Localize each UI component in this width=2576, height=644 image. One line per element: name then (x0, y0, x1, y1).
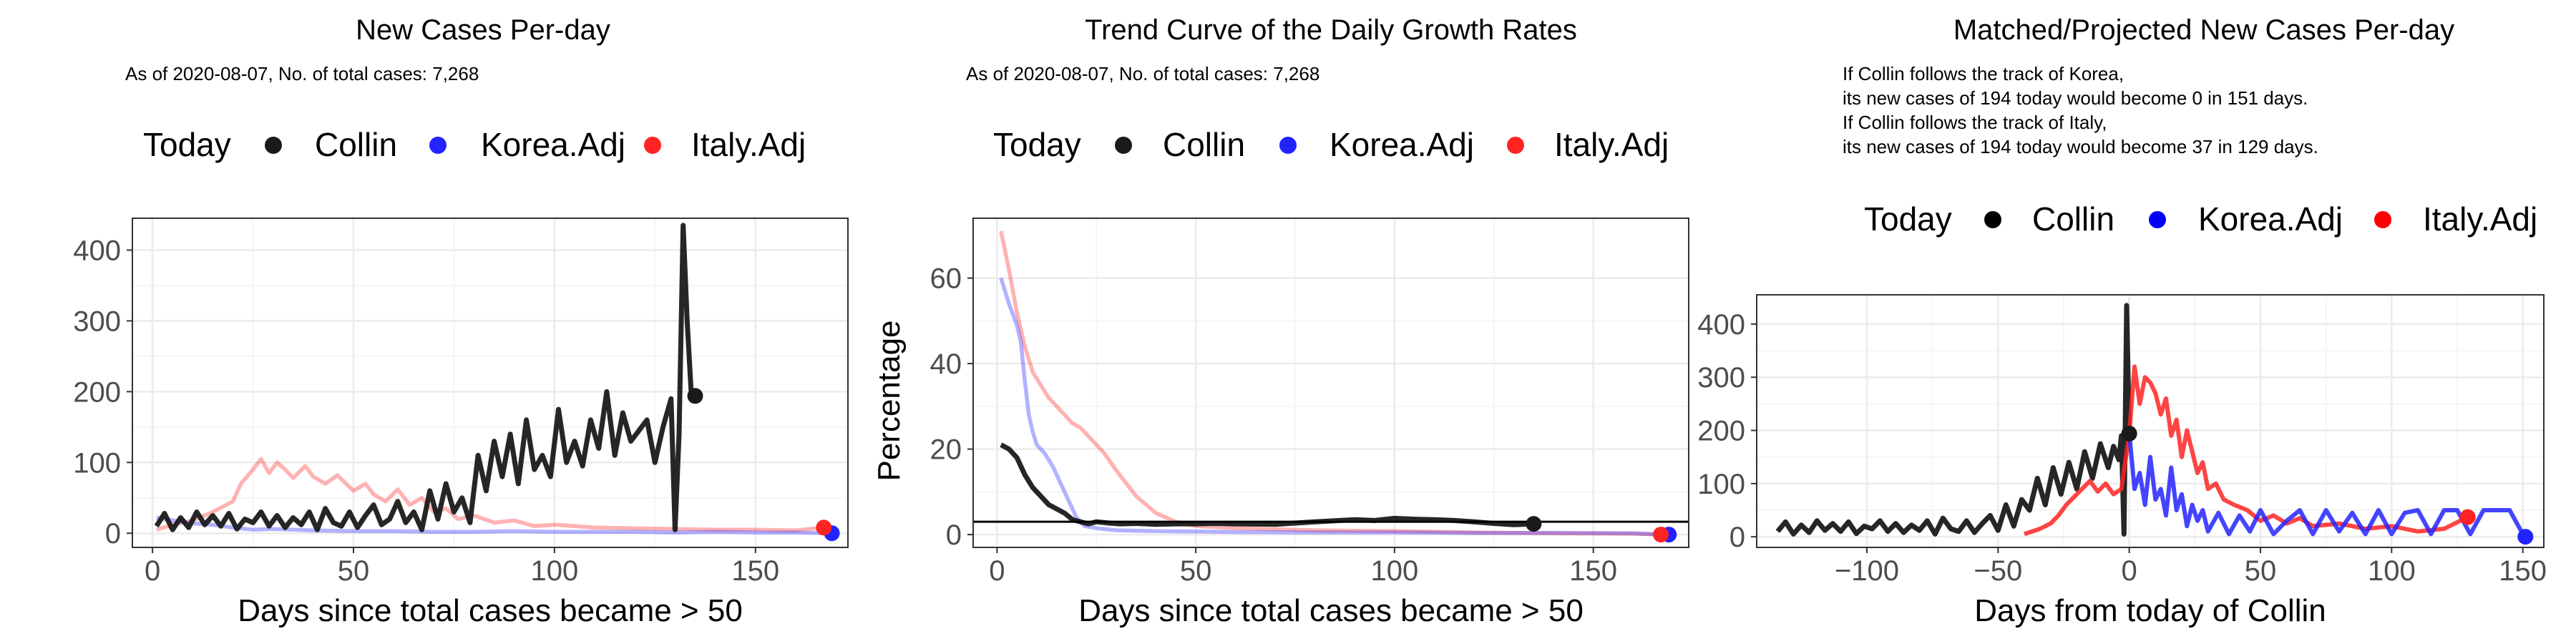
panel2-legend: Today Collin Korea.Adj Italy.Adj (993, 126, 1669, 163)
y-tick-label: 0 (1729, 522, 1745, 553)
panel2-border (972, 218, 1689, 548)
panel1-legend-key-italy (644, 137, 661, 154)
y-tick-label: 200 (1697, 416, 1745, 447)
panel1-grid (132, 218, 848, 547)
x-tick-label: 0 (145, 555, 160, 587)
panel1-series (154, 223, 840, 542)
panel2-legend-label-collin: Collin (1163, 126, 1245, 163)
series-line-collin (1000, 442, 1534, 527)
y-tick-label: 100 (73, 447, 121, 479)
panel3-legend-label-korea: Korea.Adj (2198, 200, 2343, 238)
today-point-collin (2121, 425, 2137, 441)
panel-growth-rates: Trend Curve of the Daily Growth Rates As… (872, 14, 1689, 628)
panel1-border (132, 218, 849, 548)
panel1-ticks: 0 50 100 150 0 100 200 300 400 (73, 235, 779, 587)
panel-projected-cases: Matched/Projected New Cases Per-day If C… (1697, 14, 2547, 628)
x-tick-label: 100 (531, 555, 579, 587)
y-tick-label: 400 (1697, 309, 1745, 341)
panel1-legend: Today Collin Korea.Adj Italy.Adj (143, 126, 806, 163)
y-tick-label: 100 (1697, 469, 1745, 500)
today-point-korea-adj (2517, 529, 2534, 545)
panel3-subtitle-line-4: its new cases of 194 today would become … (1843, 136, 2318, 157)
panel2-subtitle: As of 2020-08-07, No. of total cases: 7,… (966, 63, 1319, 84)
y-tick-label: 400 (73, 235, 121, 267)
panel3-legend: Today Collin Korea.Adj Italy.Adj (1864, 200, 2537, 238)
panel3-border (1756, 294, 2545, 548)
y-tick-label: 300 (1697, 362, 1745, 394)
panel2-legend-key-collin (1115, 137, 1132, 154)
panel3-ticks: −100 −50 0 50 100 150 0 100 200 300 400 (1697, 309, 2547, 587)
panel2-legend-title: Today (993, 126, 1081, 163)
x-tick-label: 0 (989, 555, 1005, 587)
today-point-italy-adj (1653, 527, 1669, 543)
panel-new-cases: New Cases Per-day As of 2020-08-07, No. … (73, 14, 849, 628)
panel3-grid (1757, 295, 2544, 547)
series-line-collin (1775, 303, 2132, 537)
series-line-korea-adj (2127, 433, 2527, 539)
x-tick-label: −100 (1835, 555, 1899, 587)
panel3-legend-title: Today (1864, 200, 1952, 238)
panel1-subtitle: As of 2020-08-07, No. of total cases: 7,… (125, 63, 479, 84)
panel2-legend-label-korea: Korea.Adj (1330, 126, 1474, 163)
panel1-legend-key-korea (429, 137, 447, 154)
series-line-collin (154, 223, 698, 532)
series-line-italy-adj (155, 457, 824, 533)
x-tick-label: 100 (2368, 555, 2416, 587)
panel2-ticks: 0 50 100 150 0 20 40 60 (930, 263, 1618, 587)
panel3-legend-label-italy: Italy.Adj (2423, 200, 2537, 238)
y-tick-label: 200 (73, 376, 121, 408)
x-tick-label: 50 (2245, 555, 2277, 587)
series-line-italy-adj (2024, 364, 2469, 537)
panel2-series (973, 230, 1689, 543)
panel3-title: Matched/Projected New Cases Per-day (1953, 14, 2454, 46)
panel3-subtitle-line-3: If Collin follows the track of Italy, (1843, 112, 2107, 133)
y-tick-label: 300 (73, 306, 121, 337)
panel2-ylabel: Percentage (872, 320, 907, 481)
y-tick-label: 0 (105, 518, 121, 550)
panel3-series (1775, 303, 2534, 545)
series-line-korea-adj (999, 277, 1669, 537)
y-tick-label: 20 (930, 434, 962, 466)
panel3-legend-key-italy (2374, 211, 2391, 228)
panel3-legend-key-korea (2149, 211, 2166, 228)
x-tick-label: 150 (2499, 555, 2547, 587)
x-tick-label: −50 (1974, 555, 2022, 587)
panel2-title: Trend Curve of the Daily Growth Rates (1085, 14, 1577, 46)
today-point-collin (687, 388, 703, 404)
panel1-title: New Cases Per-day (356, 14, 610, 46)
today-point-italy-adj (2459, 509, 2476, 525)
panel1-legend-title: Today (143, 126, 231, 163)
x-tick-label: 100 (1371, 555, 1419, 587)
panel3-subtitle-line-1: If Collin follows the track of Korea, (1843, 63, 2124, 84)
panel3-subtitle-line-2: its new cases of 194 today would become … (1843, 87, 2308, 109)
panel2-legend-key-korea (1279, 137, 1297, 154)
panel2-grid (973, 218, 1689, 547)
x-tick-label: 150 (1569, 555, 1617, 587)
panel1-legend-label-korea: Korea.Adj (481, 126, 625, 163)
y-tick-label: 60 (930, 263, 962, 295)
x-tick-label: 50 (1180, 555, 1212, 587)
panel1-xlabel: Days since total cases became > 50 (238, 593, 743, 628)
x-tick-label: 0 (2122, 555, 2137, 587)
panel1-legend-label-italy: Italy.Adj (691, 126, 806, 163)
today-point-italy-adj (816, 519, 832, 536)
today-point-collin (1526, 516, 1542, 532)
panel2-xlabel: Days since total cases became > 50 (1078, 593, 1584, 628)
panel3-legend-label-collin: Collin (2032, 200, 2114, 238)
y-tick-label: 0 (946, 519, 962, 551)
panel3-xlabel: Days from today of Collin (1974, 593, 2326, 628)
panel1-legend-key-collin (265, 137, 282, 154)
x-tick-label: 50 (338, 555, 370, 587)
panel3-legend-key-collin (1984, 211, 2001, 228)
y-tick-label: 40 (930, 348, 962, 380)
panel2-legend-label-italy: Italy.Adj (1554, 126, 1669, 163)
x-tick-label: 150 (731, 555, 779, 587)
panel2-legend-key-italy (1507, 137, 1524, 154)
panel1-legend-label-collin: Collin (315, 126, 397, 163)
series-line-italy-adj (999, 230, 1662, 537)
